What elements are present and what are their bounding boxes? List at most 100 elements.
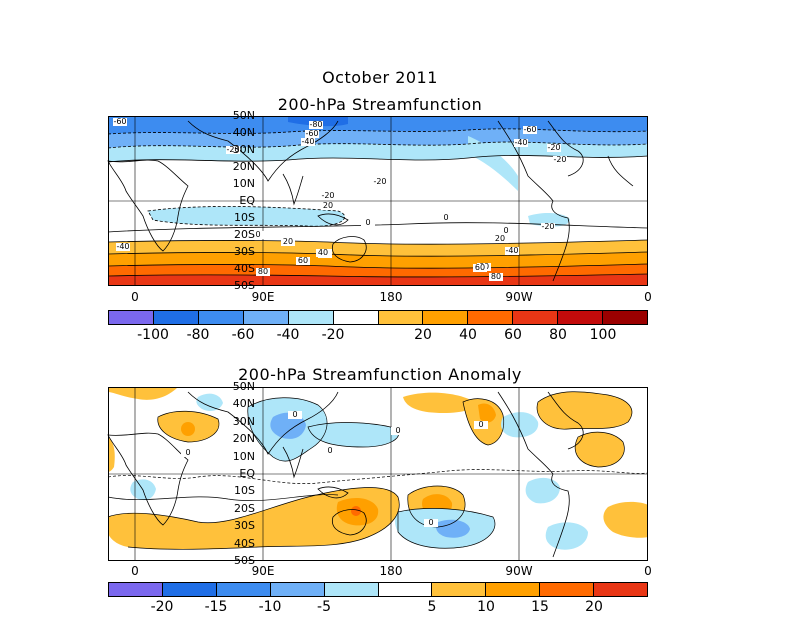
colorbar-label: 80 <box>549 327 567 343</box>
lon-label: 0 <box>644 564 652 578</box>
colorbar-label: 5 <box>427 599 437 615</box>
contour-label: 80 <box>258 267 268 276</box>
lat-label: 40N <box>232 397 255 411</box>
colorbar-swatch <box>333 311 379 324</box>
colorbar-swatch <box>216 583 271 596</box>
colorbar-label: 40 <box>459 327 477 343</box>
colorbar-label: 20 <box>585 599 603 615</box>
colorbar-swatch <box>198 311 244 324</box>
panel2-title: 200-hPa Streamfunction Anomaly <box>238 365 522 384</box>
lat-label: 20S <box>234 228 255 241</box>
colorbar-swatch <box>540 583 595 596</box>
contour-label: -60 <box>113 117 126 126</box>
lon-label: 90E <box>251 564 275 578</box>
colorbar-swatch <box>109 311 154 324</box>
lat-label: 10S <box>234 211 255 224</box>
lat-label: 10N <box>232 177 255 190</box>
colorbar-swatch <box>594 583 648 596</box>
chart-title: October 2011 <box>322 68 438 87</box>
lat-label: 30N <box>232 414 255 428</box>
contour-label: -40 <box>116 242 129 251</box>
lat-label: 50N <box>232 109 255 122</box>
contour-label: 60 <box>475 263 485 272</box>
contour-label: 0 <box>478 420 483 429</box>
panel1-title: 200-hPa Streamfunction <box>277 95 483 114</box>
lon-label: 0 <box>644 290 652 304</box>
contour-label: 0 <box>365 218 370 227</box>
lat-label: 40N <box>232 126 255 139</box>
contour-label: -40 <box>514 138 527 147</box>
colorbar-label: 100 <box>589 327 617 343</box>
colorbar-label: -5 <box>317 599 331 615</box>
lat-label: 10N <box>232 449 255 463</box>
colorbar-swatch <box>558 311 604 324</box>
panel1-colorbar <box>108 310 648 325</box>
colorbar-swatch <box>432 583 487 596</box>
contour-label: 0 <box>443 213 448 222</box>
contour-label: 0 <box>428 518 433 527</box>
contour-label: -20 <box>553 155 566 164</box>
contour-label: -20 <box>373 177 386 186</box>
colorbar-swatch <box>378 583 433 596</box>
contour-label: 0 <box>255 230 260 239</box>
colorbar-swatch <box>270 583 325 596</box>
anomaly-field: 0 0 0 0 0 0 <box>107 387 649 561</box>
anomaly-map: 0 0 0 0 0 0 <box>107 387 649 561</box>
contour-label: 0 <box>185 448 190 457</box>
colorbar-swatch <box>243 311 289 324</box>
lat-label: 20S <box>234 501 255 515</box>
lat-label: 50S <box>234 279 255 292</box>
colorbar-label: -40 <box>276 327 300 343</box>
lat-label: 20N <box>232 160 255 173</box>
lon-label: 90W <box>505 564 533 578</box>
colorbar-label: 15 <box>531 599 549 615</box>
contour-label: 0 <box>292 410 297 419</box>
colorbar-label: 10 <box>477 599 495 615</box>
contour-label: 20 <box>323 201 333 210</box>
lon-label: 180 <box>379 564 403 578</box>
colorbar-swatch <box>378 311 424 324</box>
colorbar-swatch <box>486 583 541 596</box>
colorbar-swatch <box>324 583 379 596</box>
contour-label: -20 <box>547 143 560 152</box>
contour-label: 80 <box>491 272 501 281</box>
colorbar-swatch <box>423 311 469 324</box>
colorbar-label: -10 <box>258 599 282 615</box>
contour-label: -20 <box>226 145 239 154</box>
lat-label: EQ <box>239 194 255 207</box>
lat-label: EQ <box>239 467 255 480</box>
contour-label: 0 <box>395 426 400 435</box>
colorbar-label: -80 <box>186 327 210 343</box>
contour-label: 40 <box>318 248 328 257</box>
colorbar-swatch <box>603 311 648 324</box>
lat-label: 40S <box>234 262 255 275</box>
contour-label: -80 <box>309 120 322 129</box>
lat-label: 50S <box>234 554 255 567</box>
colorbar-label: -20 <box>321 327 345 343</box>
contour-labels: -60 -80-60-40-20-20-20-60-40-2020-2000-20… <box>113 117 567 281</box>
contour-label: -40 <box>505 246 518 255</box>
contour-label: -40 <box>301 137 314 146</box>
lon-label: 180 <box>379 290 403 304</box>
lat-label: 40S <box>234 536 255 550</box>
colorbar-label: 20 <box>414 327 432 343</box>
lat-label: 10S <box>234 484 255 498</box>
contour-label: -60 <box>305 129 318 138</box>
lon-label: 90W <box>505 290 533 304</box>
colorbar-swatch <box>109 583 163 596</box>
colorbar-label: -20 <box>150 599 174 615</box>
colorbar-label: 60 <box>504 327 522 343</box>
colorbar-label: -100 <box>137 327 169 343</box>
lon-label: 90E <box>251 290 275 304</box>
colorbar-swatch <box>288 311 334 324</box>
streamfunction-map: -60 -80 -60 -40 -20 -20 -20 -60 -40 -20 20 -20 0 0 -20… <box>107 116 649 286</box>
colorbar-label: -15 <box>204 599 228 615</box>
lat-label: 20N <box>232 432 255 446</box>
contour-label: 20 <box>495 234 505 243</box>
colorbar-swatch <box>153 311 199 324</box>
lat-label: 50N <box>232 380 255 393</box>
contour-label: 60 <box>298 256 308 265</box>
streamfunction-field: -60 -80-60-40-20-20-20-60-40-2020-2000-20… <box>107 116 649 286</box>
lat-label: 30N <box>232 143 255 156</box>
colorbar-swatch <box>513 311 559 324</box>
